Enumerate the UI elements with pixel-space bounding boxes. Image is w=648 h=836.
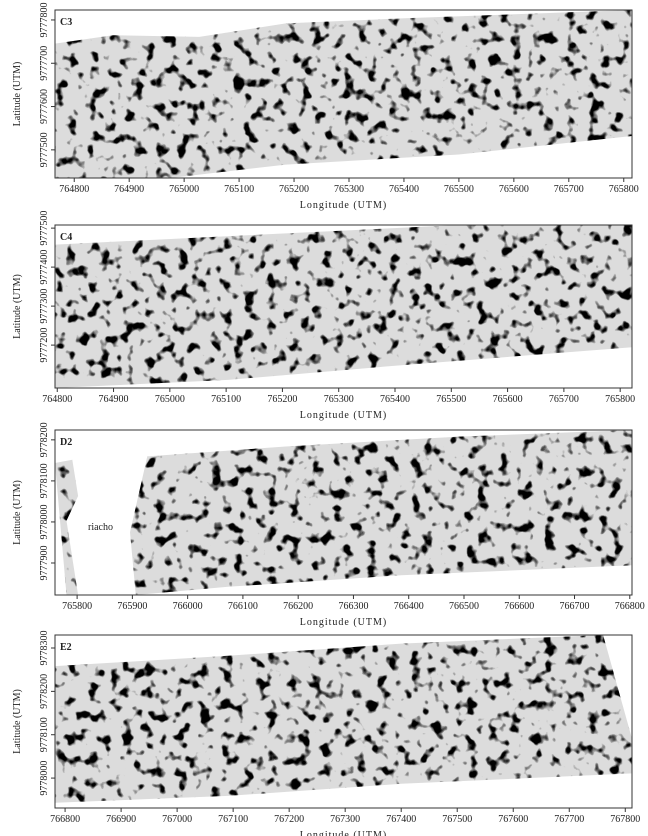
- annotation: riacho: [88, 522, 113, 533]
- x-tick-label: 767200: [274, 814, 304, 825]
- y-axis-label: Latitude (UTM): [12, 274, 23, 339]
- x-tick-label: 767700: [554, 814, 584, 825]
- plot-frame: [54, 634, 633, 809]
- x-tick-label: 765200: [267, 394, 297, 405]
- y-tick-label: 9778300: [39, 631, 50, 666]
- y-tick-label: 9778100: [39, 717, 50, 752]
- x-tick-label: 765800: [605, 394, 635, 405]
- x-tick-label: 767800: [610, 814, 640, 825]
- x-tick-label: 766500: [449, 601, 479, 612]
- x-tick-label: 766700: [560, 601, 590, 612]
- y-tick-label: 9777200: [39, 328, 50, 363]
- x-tick-label: 764900: [114, 184, 144, 195]
- x-tick-label: 767000: [162, 814, 192, 825]
- x-tick-label: 766200: [283, 601, 313, 612]
- x-tick-label: 766800: [50, 814, 80, 825]
- x-tick-label: 767500: [442, 814, 472, 825]
- x-tick-label: 765400: [389, 184, 419, 195]
- x-tick-label: 765000: [155, 394, 185, 405]
- y-tick-label: 9778100: [39, 463, 50, 498]
- x-tick-label: 766000: [173, 601, 203, 612]
- y-axis-label: Latitude (UTM): [12, 689, 23, 754]
- x-axis-label: Longitude (UTM): [300, 200, 388, 211]
- x-tick-label: 764800: [42, 394, 72, 405]
- panel-label: D2: [60, 437, 72, 448]
- x-axis-label: Longitude (UTM): [300, 830, 388, 836]
- x-tick-label: 764900: [99, 394, 129, 405]
- y-axis-label: Latitude (UTM): [12, 480, 23, 545]
- y-tick-label: 9778000: [39, 504, 50, 539]
- x-tick-label: 765500: [444, 184, 474, 195]
- x-tick-label: 765700: [549, 394, 579, 405]
- map-panel: 766800 766900 767000 767100 767200 767300 7674…: [12, 631, 640, 836]
- y-tick-label: 9777800: [39, 2, 50, 37]
- x-tick-label: 767600: [498, 814, 528, 825]
- x-tick-label: 765300: [324, 394, 354, 405]
- x-tick-label: 765600: [499, 184, 529, 195]
- x-tick-label: 766900: [106, 814, 136, 825]
- map-texture: [55, 225, 632, 388]
- panel-label: C3: [60, 17, 72, 28]
- plot-frame: [54, 9, 633, 179]
- y-tick-label: 9778200: [39, 422, 50, 457]
- x-tick-label: 765400: [380, 394, 410, 405]
- map-panel: 765800 765900 766000 766100 766200 766300 7664…: [12, 422, 645, 628]
- map-panel: 764800 764900 765000 765100 765200 765300 7654…: [12, 2, 639, 211]
- x-tick-label: 766400: [394, 601, 424, 612]
- map-texture: [55, 635, 632, 803]
- x-tick-label: 766600: [504, 601, 534, 612]
- x-tick-label: 765500: [436, 394, 466, 405]
- y-tick-label: 9777600: [39, 89, 50, 124]
- x-tick-label: 765700: [554, 184, 584, 195]
- x-tick-label: 767300: [330, 814, 360, 825]
- x-axis-label: Longitude (UTM): [300, 410, 388, 421]
- x-axis-label: Longitude (UTM): [300, 617, 388, 628]
- map-texture: [55, 430, 632, 595]
- y-tick-label: 9778200: [39, 674, 50, 709]
- x-tick-label: 767400: [386, 814, 416, 825]
- x-tick-label: 765100: [224, 184, 254, 195]
- y-tick-label: 9777400: [39, 250, 50, 285]
- x-tick-label: 765600: [493, 394, 523, 405]
- x-tick-label: 766800: [615, 601, 645, 612]
- y-tick-label: 9777500: [39, 211, 50, 246]
- map-panel: 764800 764900 765000 765100 765200 765300 7654…: [12, 211, 635, 421]
- y-tick-label: 9778000: [39, 761, 50, 796]
- map-texture: [55, 10, 632, 178]
- y-tick-label: 9777300: [39, 289, 50, 324]
- x-tick-label: 765800: [609, 184, 639, 195]
- plot-frame: [54, 429, 633, 596]
- x-tick-label: 765800: [62, 601, 92, 612]
- x-tick-label: 765000: [169, 184, 199, 195]
- y-tick-label: 9777500: [39, 132, 50, 167]
- panel-label: C4: [60, 232, 72, 243]
- x-tick-label: 767100: [218, 814, 248, 825]
- x-tick-label: 764800: [59, 184, 89, 195]
- x-tick-label: 765200: [279, 184, 309, 195]
- x-tick-label: 766100: [228, 601, 258, 612]
- x-tick-label: 765900: [117, 601, 147, 612]
- y-axis-label: Latitude (UTM): [12, 62, 23, 127]
- x-tick-label: 765300: [334, 184, 364, 195]
- panel-label: E2: [60, 642, 72, 653]
- y-tick-label: 9777700: [39, 46, 50, 81]
- y-tick-label: 9777900: [39, 545, 50, 580]
- x-tick-label: 766300: [338, 601, 368, 612]
- x-tick-label: 765100: [211, 394, 241, 405]
